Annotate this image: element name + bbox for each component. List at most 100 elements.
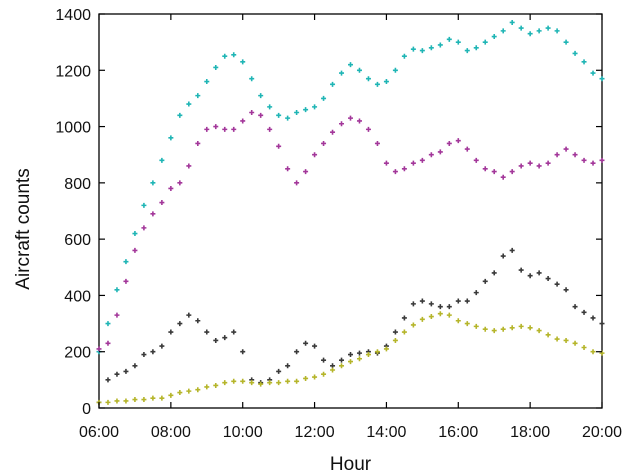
series-2-point — [509, 169, 515, 175]
series-2-point — [554, 152, 560, 158]
series-1-point — [599, 76, 605, 82]
series-2-point — [473, 157, 479, 163]
series-4-point — [141, 397, 147, 403]
series-1-point — [482, 39, 488, 45]
series-4-point — [410, 322, 416, 328]
series-1-point — [249, 76, 255, 82]
series-1-point — [437, 42, 443, 48]
series-1-point — [365, 76, 371, 82]
series-1-point — [213, 64, 219, 70]
series-2-point — [123, 278, 129, 284]
series-2-point — [222, 126, 228, 132]
series-4-point — [267, 380, 273, 386]
series-4 — [96, 311, 605, 405]
series-1-point — [500, 28, 506, 34]
series-2-point — [410, 160, 416, 166]
series-3-point — [581, 309, 587, 315]
series-1-point — [312, 104, 318, 110]
series-2-point — [114, 312, 120, 318]
series-1-point — [446, 36, 452, 42]
series-2-point — [339, 121, 345, 127]
series-4-point — [285, 378, 291, 384]
series-4-point — [455, 318, 461, 324]
series-2-point — [518, 163, 524, 169]
series-1-point — [321, 95, 327, 101]
series-4-point — [545, 332, 551, 338]
series-1-point — [123, 259, 129, 265]
series-3-point — [285, 363, 291, 369]
series-1-point — [428, 45, 434, 51]
series-3-point — [204, 329, 210, 335]
series-2-point — [446, 140, 452, 146]
series-4-point — [312, 374, 318, 380]
series-4-point — [177, 390, 183, 396]
x-tick-label: 06:00 — [79, 424, 119, 441]
series-4-point — [482, 326, 488, 332]
series-4-point — [356, 356, 362, 362]
series-3-point — [132, 363, 138, 369]
series-3-point — [177, 321, 183, 327]
series-1-point — [356, 67, 362, 73]
series-4-point — [321, 371, 327, 377]
series-4-point — [258, 381, 264, 387]
x-tick-label: 10:00 — [223, 424, 263, 441]
series-4-point — [123, 398, 129, 404]
series-1-point — [258, 93, 264, 99]
series-1-point — [276, 112, 282, 118]
series-2-point — [491, 169, 497, 175]
series-2-point — [132, 247, 138, 253]
series-1-point — [473, 45, 479, 51]
series-4-point — [527, 325, 533, 331]
series-1-point — [132, 231, 138, 237]
series-1-point — [204, 79, 210, 85]
series-3-point — [339, 357, 345, 363]
series-1-point — [303, 107, 309, 113]
series-4-point — [159, 395, 165, 401]
series-3-point — [464, 298, 470, 304]
series-1-point — [401, 53, 407, 59]
series-4-point — [536, 328, 542, 334]
series-1-point — [392, 67, 398, 73]
series-2-point — [374, 140, 380, 146]
series-4-point — [392, 337, 398, 343]
series-1-point — [563, 39, 569, 45]
y-tick-label: 0 — [82, 401, 91, 418]
y-tick-label: 400 — [64, 288, 91, 305]
series-3-point — [240, 349, 246, 355]
series-4-point — [428, 314, 434, 320]
series-3-point — [114, 371, 120, 377]
series-4-point — [383, 346, 389, 352]
series-3-point — [159, 343, 165, 349]
series-2-point — [213, 124, 219, 130]
series-2-point — [195, 140, 201, 146]
series-3-point — [276, 368, 282, 374]
series-2-point — [168, 185, 174, 191]
series-2-point — [285, 166, 291, 172]
series-3-point — [168, 329, 174, 335]
series-4-point — [500, 326, 506, 332]
series-3-point — [437, 304, 443, 310]
series-1-point — [464, 48, 470, 54]
series-3-point — [455, 298, 461, 304]
series-2-point — [527, 160, 533, 166]
series-3-point — [321, 357, 327, 363]
series-4-point — [204, 384, 210, 390]
series-4-point — [554, 336, 560, 342]
series-3-point — [599, 321, 605, 327]
series-3-point — [536, 270, 542, 276]
x-tick-label: 20:00 — [582, 424, 622, 441]
axes-layer: 0 200 400 600 800 1000 1200 1400 06:00 08:00 10:00… — [55, 7, 622, 441]
series-4-point — [491, 328, 497, 334]
series-1-point — [410, 46, 416, 52]
series-2-point — [141, 225, 147, 231]
series-4-point — [348, 359, 353, 365]
series-2-point — [455, 138, 461, 144]
series-4-point — [419, 316, 425, 322]
series-4-point — [563, 337, 569, 343]
series-2-point — [177, 180, 183, 186]
series-2-point — [428, 152, 434, 158]
series-4-point — [276, 380, 282, 386]
series-1-point — [491, 34, 497, 40]
series-1-point — [348, 62, 353, 68]
series-1-point — [294, 110, 300, 115]
